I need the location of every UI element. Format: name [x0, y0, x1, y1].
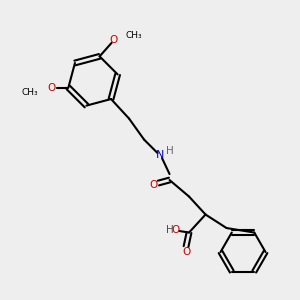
Text: O: O [149, 179, 157, 190]
Text: O: O [182, 247, 190, 257]
Text: H: H [166, 146, 174, 156]
Text: H: H [166, 224, 173, 235]
Text: N: N [156, 149, 165, 160]
Text: CH₃: CH₃ [126, 31, 142, 40]
Text: O: O [171, 224, 180, 235]
Text: O: O [109, 35, 117, 45]
Text: CH₃: CH₃ [22, 88, 38, 97]
Text: O: O [48, 82, 56, 93]
